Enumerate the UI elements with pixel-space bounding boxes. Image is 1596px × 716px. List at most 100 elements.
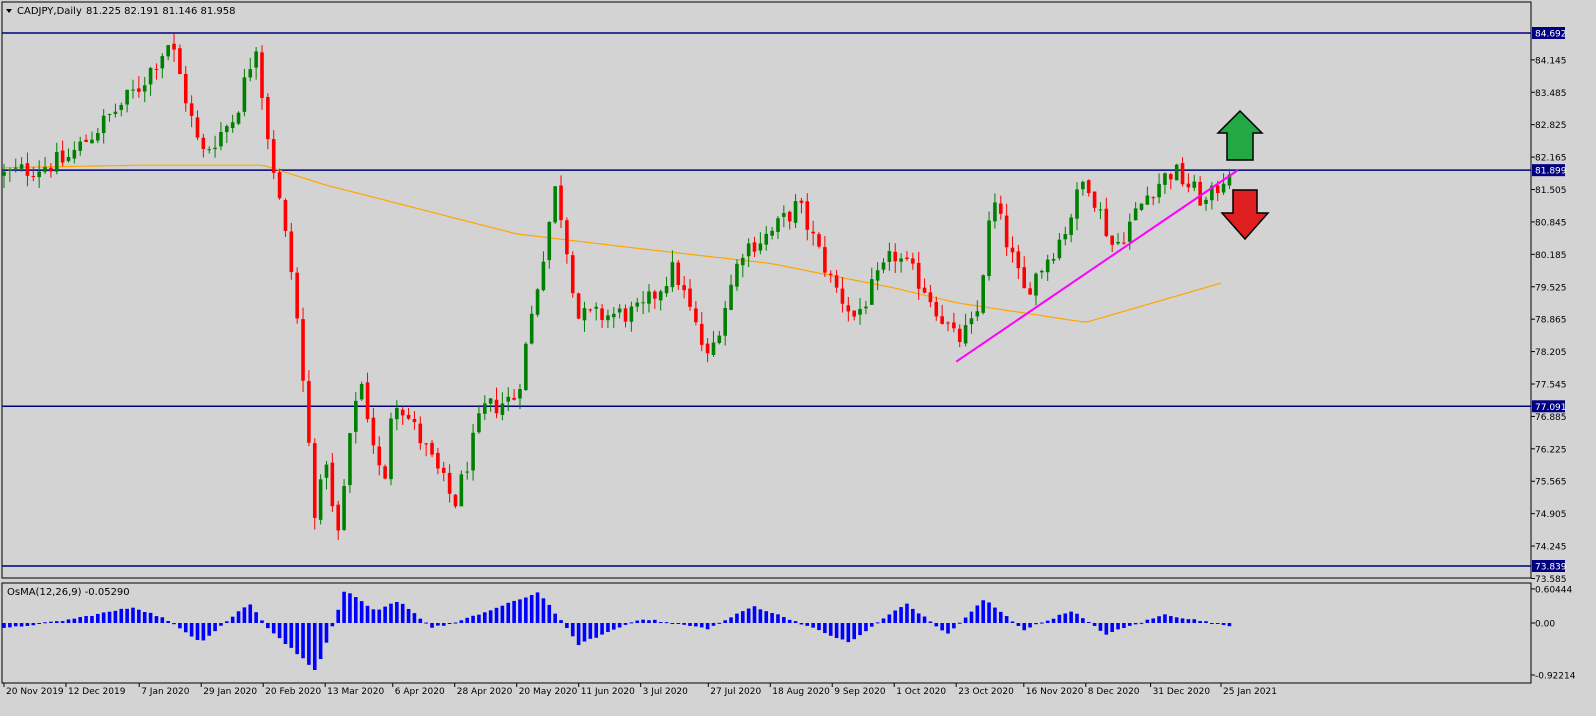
osma-bar [1180,618,1185,623]
osma-bar [1133,623,1138,625]
osma-bar [1157,616,1161,623]
candle [887,242,892,271]
osma-bar [1075,613,1079,623]
osma-bar [166,621,170,623]
candle [793,194,798,228]
time-tick-label: 16 Nov 2020 [1026,687,1084,697]
candle [166,44,170,61]
trendline[interactable] [955,169,1239,363]
osma-bar [160,617,165,623]
candle [400,406,405,425]
candle [1157,173,1161,204]
osma-bar [1028,623,1032,628]
osma-bar [430,623,434,628]
candle [1139,203,1144,212]
osma-bar [1221,623,1226,626]
osma-bar [342,591,346,623]
osma-bar [864,623,868,632]
osma-bar [764,611,769,623]
osma-bar [207,623,212,636]
candle [377,436,382,476]
time-tick-label: 9 Sep 2020 [834,687,886,697]
price-tick-label: 78.865 [1535,316,1567,326]
price-tick-label: 78.205 [1535,348,1567,358]
candle [1010,236,1015,263]
osma-bar [905,603,909,623]
candle [383,464,387,480]
candle [811,220,815,246]
osma-bar [19,623,24,627]
candle [664,276,669,297]
candle [1221,173,1226,195]
osma-bar [289,623,294,648]
candle [987,211,991,281]
candle [1063,226,1068,246]
candle [43,156,47,174]
osma-bar [729,617,733,623]
osma-bar [1045,620,1050,623]
osma-bar [90,616,94,623]
osma-bar [1034,623,1038,625]
level-price-tag [1532,164,1565,177]
candle [101,109,106,144]
candle [828,270,833,283]
osma-bar [348,593,352,623]
price-tick-label: 75.565 [1535,478,1567,488]
osma-bar [37,623,41,624]
osma-bar [1110,623,1114,632]
osma-bar [1010,621,1015,623]
osma-bar [1081,618,1085,623]
osma-bar [518,599,522,623]
candle [518,383,522,410]
osma-bar [1204,621,1208,623]
osma-panel [1,582,1532,684]
osma-axis: 0.60444 0.00 -0.92214 [1531,585,1576,682]
candle [195,110,200,141]
osma-bar [524,597,528,623]
osma-bar [465,617,470,623]
candle [201,133,206,158]
osma-bar [916,613,921,623]
osma-bar [400,603,405,623]
osma-bar [740,611,745,623]
candle [629,301,634,332]
osma-bar [482,612,487,623]
osma-bar [453,622,458,624]
candle [430,439,434,458]
osma-bar [183,623,188,633]
osma-bar [805,623,810,626]
osma-bar [248,604,253,623]
candle [119,102,124,117]
candle [324,460,329,490]
price-tick-label: 80.185 [1535,251,1567,261]
candle [354,391,358,444]
osma-bar [307,623,311,665]
osma-bar [987,602,991,623]
osma-bar [647,620,651,623]
candle [952,312,956,333]
time-tick-label: 11 Jun 2020 [581,687,635,697]
dropdown-triangle-icon[interactable] [6,9,12,13]
osma-bar [770,613,774,623]
candle [553,186,557,224]
time-tick-label: 20 Feb 2020 [265,687,321,697]
osma-bar [219,623,223,626]
osma-bar [711,623,716,626]
osma-layer [2,591,1232,670]
price-axis: 84.145 83.485 82.825 82.165 81.505 80.845 80.1… [1531,27,1567,585]
price-tick-label: 74.245 [1535,543,1567,553]
osma-bar [817,623,821,631]
candle [49,163,53,178]
osma-bar [119,608,124,623]
osma-bar [1040,622,1044,624]
price-tick-label: 76.225 [1535,445,1567,455]
osma-bar [840,623,845,640]
osma-bar [606,623,610,632]
osma-bar [1122,623,1126,628]
candle [307,370,311,447]
candle [395,400,399,431]
osma-bar [535,592,540,623]
candle [1116,232,1120,246]
